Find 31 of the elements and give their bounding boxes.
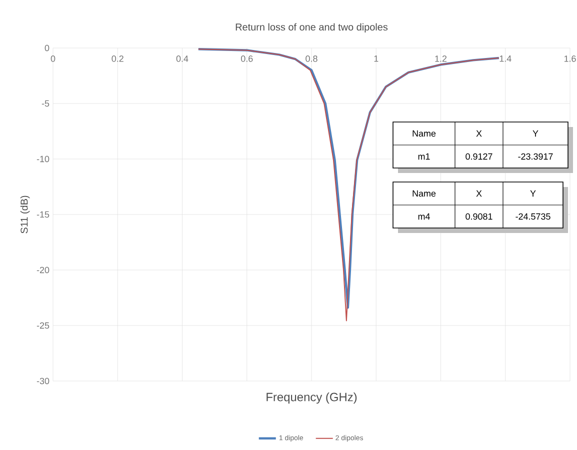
annotation: 0.9081 xyxy=(466,213,492,220)
x-tick-label: 0.2 xyxy=(112,56,124,62)
annotation: -24.5735 xyxy=(516,213,550,220)
annotation: X xyxy=(476,130,482,137)
annotation: Y xyxy=(530,190,536,197)
y-tick-label: -25 xyxy=(36,322,50,329)
annotation: m4 xyxy=(418,213,430,220)
x-tick-label: 0.6 xyxy=(240,56,253,62)
chart-title: Return loss of one and two dipoles xyxy=(236,23,388,33)
x-tick-label: 0.8 xyxy=(306,56,318,62)
x-tick-label: 1.4 xyxy=(500,56,512,62)
y-tick-label: -30 xyxy=(36,378,50,384)
x-tick-label: 1.6 xyxy=(564,56,576,62)
annotation: Name xyxy=(412,130,436,137)
x-tick-label: 1 xyxy=(374,56,378,62)
y-tick-label: -10 xyxy=(36,156,50,162)
y-tick-label: -15 xyxy=(36,211,50,218)
y-tick-label: -5 xyxy=(42,100,50,107)
y-tick-label: -20 xyxy=(36,266,50,274)
annotation: X xyxy=(476,190,482,197)
x-tick-label: 1.2 xyxy=(435,56,447,62)
annotation: Name xyxy=(412,190,436,197)
x-tick-label: 0.4 xyxy=(176,56,188,62)
annotation: m1 xyxy=(418,153,430,160)
y-tick-label: 0 xyxy=(44,44,50,52)
annotation: 0.9127 xyxy=(466,153,492,160)
annotation: -23.3917 xyxy=(518,153,553,160)
x-axis-title: Frequency (GHz) xyxy=(266,392,357,404)
x-tick-label: 0 xyxy=(50,56,56,62)
annotation: Y xyxy=(532,130,538,137)
y-axis-title: S11 (dB) xyxy=(20,196,30,234)
